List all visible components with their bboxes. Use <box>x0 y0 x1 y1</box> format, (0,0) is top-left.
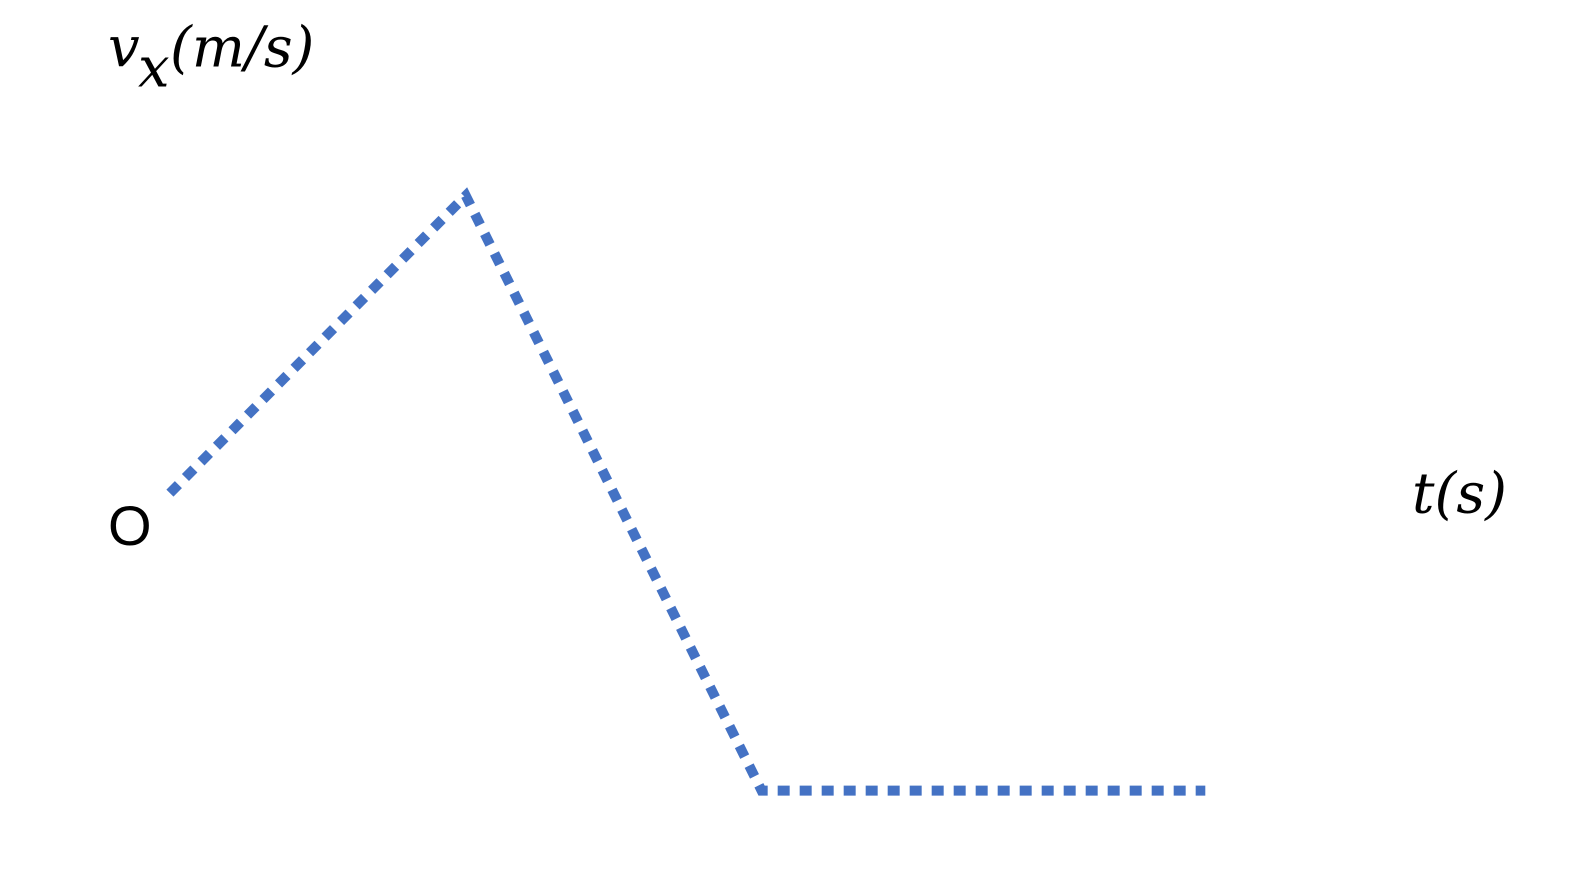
marks <box>166 187 1206 796</box>
y-axis-subscript: x <box>138 36 170 101</box>
y-axis-symbol: v <box>108 16 140 81</box>
y-axis-unit: (m/s) <box>170 16 314 81</box>
labels: v x (m/s) t(s) O <box>108 16 1507 557</box>
data-line <box>166 187 1206 796</box>
origin-label: O <box>108 494 152 557</box>
x-axis-label: t(s) <box>1412 462 1507 527</box>
